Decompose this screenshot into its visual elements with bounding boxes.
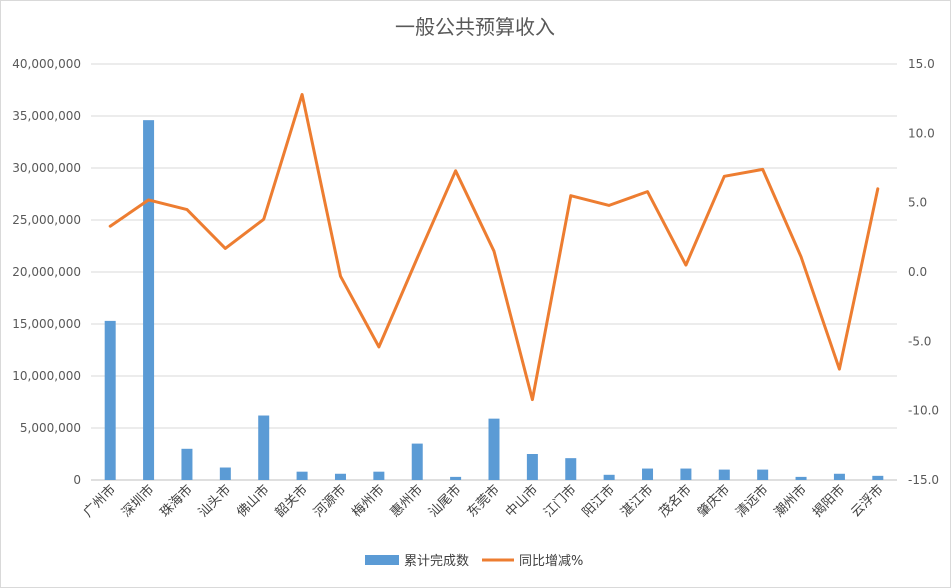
line-point xyxy=(224,247,227,250)
legend-label-line: 同比增减% xyxy=(519,554,583,569)
bar xyxy=(833,473,845,480)
line-point xyxy=(876,187,880,190)
left-axis-ticks: 0 5,000,000 10,000,000 15,000,000 20,000,000… xyxy=(12,57,81,487)
bar xyxy=(219,467,231,480)
line-point xyxy=(492,250,496,253)
bar xyxy=(718,469,730,480)
left-tick-label: 15,000,000 xyxy=(12,317,81,331)
bar xyxy=(565,458,577,480)
bar xyxy=(296,471,308,480)
bar xyxy=(526,454,538,480)
line-point xyxy=(262,218,265,221)
line-point xyxy=(531,398,534,401)
left-tick-label: 30,000,000 xyxy=(12,161,81,175)
bar xyxy=(795,476,807,480)
right-tick-label: 0.0 xyxy=(908,265,927,279)
line-point xyxy=(569,194,572,197)
legend: 累计完成数 同比增减% xyxy=(365,554,583,569)
line-point xyxy=(761,168,764,171)
line-point xyxy=(723,175,726,178)
bar xyxy=(181,448,193,480)
line-point xyxy=(838,367,841,371)
bar xyxy=(373,471,385,480)
bar xyxy=(642,468,654,480)
line-point xyxy=(646,190,649,193)
left-tick-label: 40,000,000 xyxy=(12,57,81,71)
line-point xyxy=(339,274,342,278)
left-tick-label: 10,000,000 xyxy=(12,369,81,383)
line-point xyxy=(607,204,611,207)
bar xyxy=(334,473,346,480)
bar xyxy=(258,415,270,480)
bar xyxy=(872,475,884,480)
left-tick-label: 25,000,000 xyxy=(12,213,81,227)
chart-title: 一般公共预算收入 xyxy=(395,15,555,39)
line-series xyxy=(108,93,880,402)
bar xyxy=(757,469,769,480)
right-tick-label: -15.0 xyxy=(908,473,939,487)
line-point xyxy=(147,198,150,202)
bar xyxy=(143,120,155,480)
left-tick-label: 0 xyxy=(73,473,81,487)
line-point xyxy=(108,225,112,228)
bar xyxy=(488,418,500,480)
line-point xyxy=(684,263,688,267)
right-tick-label: 10.0 xyxy=(908,126,935,140)
line-point xyxy=(377,345,381,349)
bar xyxy=(411,443,423,480)
bar xyxy=(104,320,116,480)
right-tick-label: -5.0 xyxy=(908,334,931,348)
bar-series xyxy=(104,120,884,480)
bar xyxy=(603,474,615,480)
right-axis-ticks: -15.0 -10.0 -5.0 0.0 5.0 10.0 15.0 xyxy=(908,57,939,487)
legend-label-bar: 累计完成数 xyxy=(404,554,469,569)
right-tick-label: -10.0 xyxy=(908,404,939,418)
line-point xyxy=(416,256,419,260)
line-point xyxy=(185,208,189,211)
legend-swatch-bar xyxy=(365,555,399,565)
line-point xyxy=(454,169,457,172)
left-tick-label: 5,000,000 xyxy=(20,421,81,435)
right-tick-label: 5.0 xyxy=(908,196,927,210)
bar xyxy=(450,476,462,480)
left-tick-label: 20,000,000 xyxy=(12,265,81,279)
bar xyxy=(680,468,692,480)
line-point xyxy=(300,93,304,96)
right-tick-label: 15.0 xyxy=(908,57,935,71)
left-tick-label: 35,000,000 xyxy=(12,109,81,123)
line-point xyxy=(799,255,803,258)
